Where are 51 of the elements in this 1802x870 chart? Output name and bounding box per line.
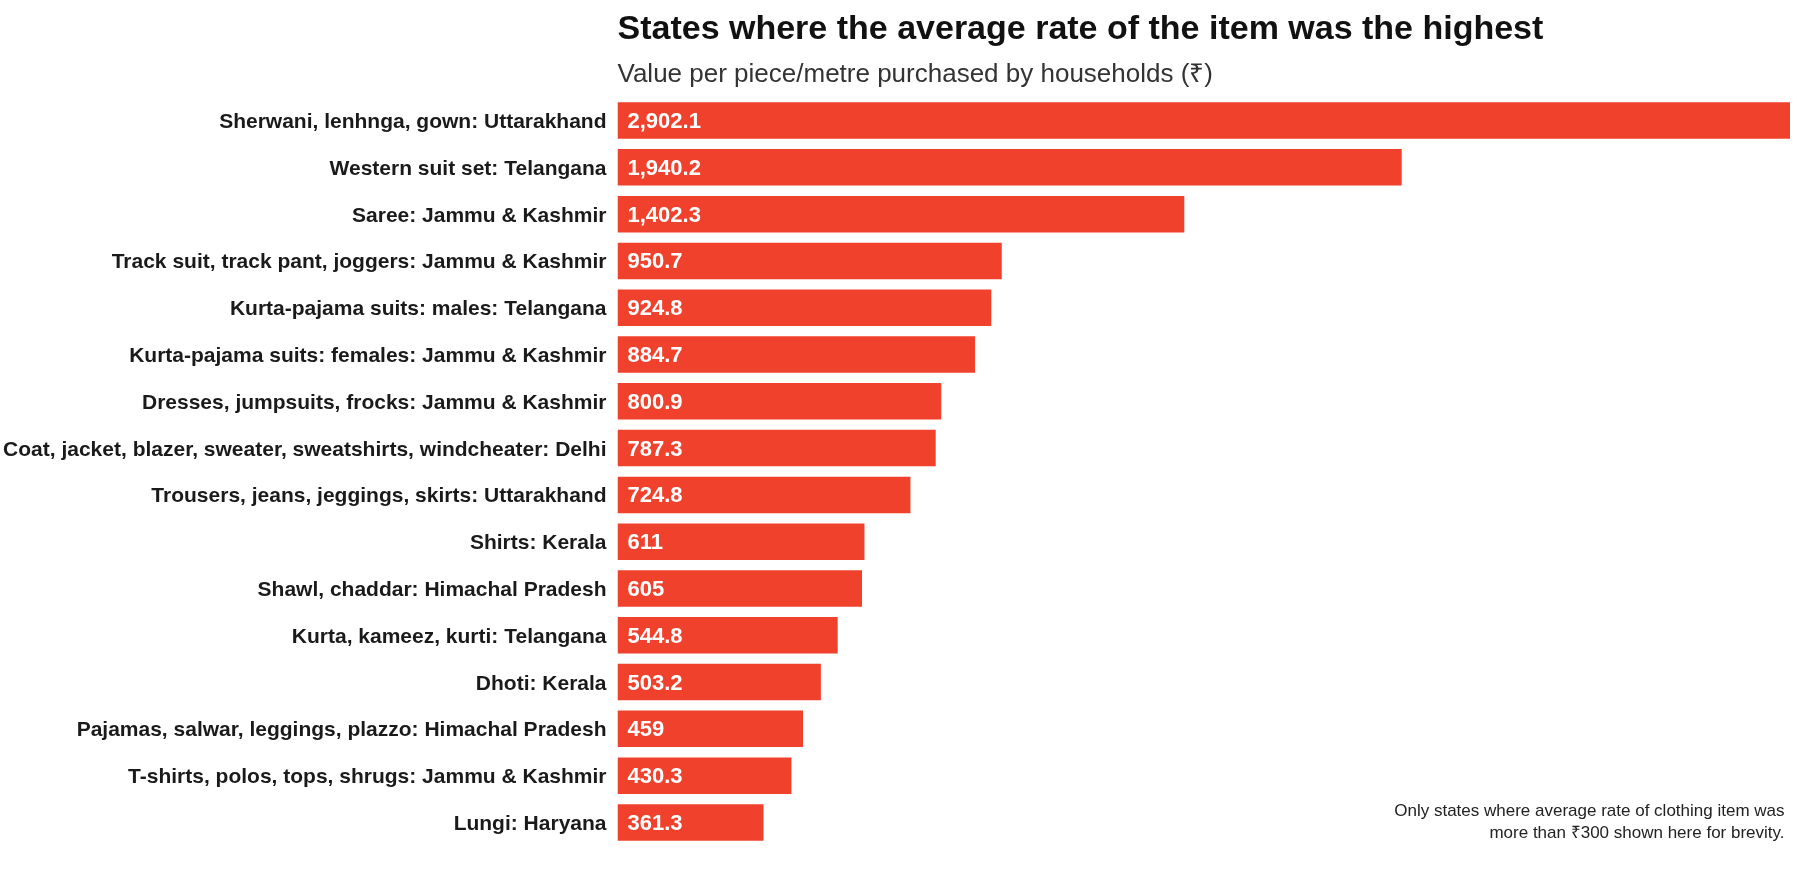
y-tick-label: Coat, jacket, blazer, sweater, sweatshirts, windcheater: Delhi: [3, 436, 607, 460]
data-label: 787.3: [627, 435, 683, 461]
data-label: 924.8: [627, 295, 683, 321]
bar: [617, 663, 821, 701]
y-tick-label: Kurta-pajama suits: females: Jammu & Kashmir: [129, 343, 607, 367]
y-tick-label: Kurta, kameez, kurti: Telangana: [291, 623, 607, 647]
data-label: 1,940.2: [627, 154, 701, 180]
data-label: 950.7: [627, 248, 683, 274]
bar: [617, 289, 992, 326]
bar: [617, 523, 865, 560]
bar: [617, 757, 792, 794]
y-tick-label: Sherwani, lenhnga, gown: Uttarakhand: [219, 109, 607, 133]
bar: [617, 149, 1402, 186]
bar: [617, 429, 936, 467]
data-label: 884.7: [627, 342, 683, 368]
data-label: 459: [627, 716, 665, 742]
bar: [617, 336, 976, 373]
y-tick-label: Shawl, chaddar: Himachal Pradesh: [257, 576, 607, 600]
bar: [617, 804, 764, 841]
y-tick-label: Shirts: Kerala: [469, 530, 607, 554]
bar: [617, 570, 863, 607]
y-tick-label: Dresses, jumpsuits, frocks: Jammu & Kashmir: [142, 389, 607, 413]
y-tick-label: Dhoti: Kerala: [475, 670, 607, 694]
y-tick-label: Track suit, track pant, joggers: Jammu & Kashmir: [111, 249, 607, 273]
data-label: 2,902.1: [627, 108, 701, 134]
data-label: 544.8: [627, 622, 683, 648]
data-label: 724.8: [627, 482, 683, 508]
bar: [617, 476, 911, 514]
y-tick-label: Western suit set: Telangana: [329, 155, 607, 179]
bar: [617, 242, 1002, 280]
annotation: Only states where average rate of clothing item was more than ₹300 shown here for brevity.: [1394, 800, 1785, 843]
chart-subtitle: Value per piece/metre purchased by households (₹): [617, 57, 1214, 88]
y-tick-label: T-shirts, polos, tops, shrugs: Jammu & Kashmir: [128, 764, 607, 788]
bar: [617, 102, 1790, 139]
bar: [617, 383, 942, 420]
data-label: 503.2: [627, 669, 683, 695]
y-tick-label: Lungi: Haryana: [453, 810, 607, 834]
data-label: 430.3: [627, 763, 683, 789]
y-tick-label: Trousers, jeans, jeggings, skirts: Uttarakhand: [151, 483, 607, 507]
y-tick-label: Saree: Jammu & Kashmir: [352, 202, 607, 226]
data-label: 605: [627, 575, 665, 601]
y-tick-label: Kurta-pajama suits: males: Telangana: [229, 296, 607, 320]
bar: [617, 195, 1185, 233]
data-label: 361.3: [627, 809, 683, 835]
data-label: 1,402.3: [627, 201, 701, 227]
y-tick-label: Pajamas, salwar, leggings, plazzo: Himachal Pradesh: [76, 717, 607, 741]
bar: [617, 710, 804, 748]
bar: [617, 617, 838, 654]
data-label: 611: [627, 529, 663, 555]
chart-title: States where the average rate of the item was the highest: [617, 7, 1544, 46]
data-label: 800.9: [627, 388, 683, 414]
